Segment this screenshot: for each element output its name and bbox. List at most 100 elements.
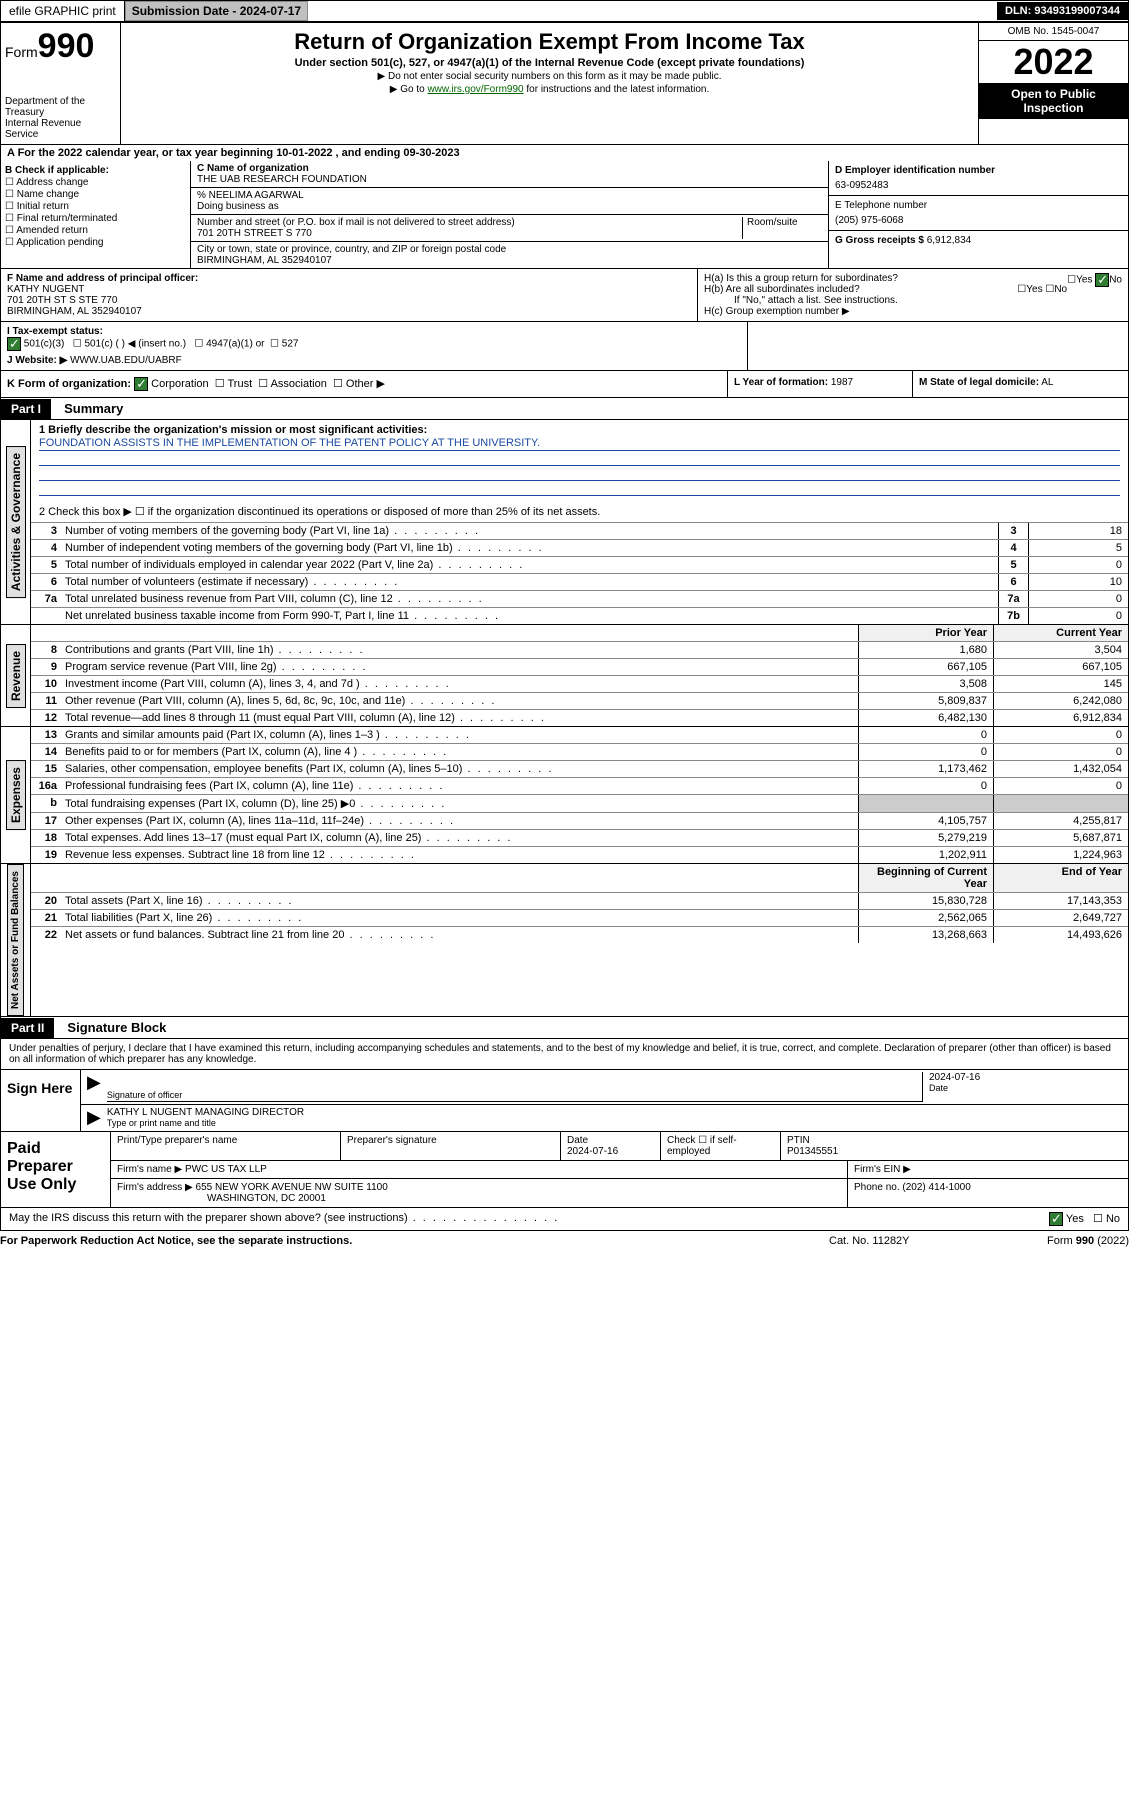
irs-link[interactable]: www.irs.gov/Form990 xyxy=(427,84,523,95)
chk-final[interactable]: ☐ Final return/terminated xyxy=(5,213,186,224)
firm-phone: (202) 414-1000 xyxy=(902,1182,970,1193)
k-label: K Form of organization: xyxy=(7,378,131,390)
form-number-block: Form990 Department of the Treasury Inter… xyxy=(1,23,121,144)
vtab-revenue: Revenue xyxy=(6,644,26,708)
spacer xyxy=(308,8,997,14)
cat-no: Cat. No. 11282Y xyxy=(829,1235,979,1247)
chk-name[interactable]: ☐ Name change xyxy=(5,189,186,200)
part2-label: Part II xyxy=(1,1018,54,1038)
mission-text: FOUNDATION ASSISTS IN THE IMPLEMENTATION… xyxy=(39,437,1120,451)
table-row: 17Other expenses (Part IX, column (A), l… xyxy=(31,813,1128,830)
ptin: P01345551 xyxy=(787,1146,838,1157)
omb-year-block: OMB No. 1545-0047 2022 Open to Public In… xyxy=(978,23,1128,144)
prep-selfemp: Check ☐ if self-employed xyxy=(661,1132,781,1160)
prep-sig-h: Preparer's signature xyxy=(341,1132,561,1160)
chk-501c3[interactable] xyxy=(7,337,21,351)
care-of: % NEELIMA AGARWAL xyxy=(197,190,822,201)
domicile: AL xyxy=(1041,377,1053,388)
checkbox-column: B Check if applicable: ☐ Address change … xyxy=(1,161,191,268)
table-row: 18Total expenses. Add lines 13–17 (must … xyxy=(31,830,1128,847)
note-ssn: ▶ Do not enter social security numbers o… xyxy=(127,71,972,82)
j-label: J Website: ▶ xyxy=(7,355,67,366)
arrow-icon: ▶ xyxy=(87,1072,107,1102)
table-row: 5Total number of individuals employed in… xyxy=(31,557,1128,574)
chk-corp[interactable] xyxy=(134,377,148,391)
discuss-yes-check[interactable] xyxy=(1049,1212,1063,1226)
table-row: bTotal fundraising expenses (Part IX, co… xyxy=(31,795,1128,813)
sign-here-label: Sign Here xyxy=(1,1070,81,1131)
ein: 63-0952483 xyxy=(835,180,1122,191)
ha-no-check[interactable] xyxy=(1095,273,1109,287)
submission-date-button[interactable]: Submission Date - 2024-07-17 xyxy=(125,1,308,21)
declaration: Under penalties of perjury, I declare th… xyxy=(1,1039,1128,1069)
table-row: 12Total revenue—add lines 8 through 11 (… xyxy=(31,710,1128,726)
table-row: 20Total assets (Part X, line 16)15,830,7… xyxy=(31,893,1128,910)
vtab-expenses: Expenses xyxy=(6,760,26,830)
sig-officer-label: Signature of officer xyxy=(107,1090,182,1100)
k-block: K Form of organization: Corporation ☐ Tr… xyxy=(1,371,728,397)
h-block: H(a) Is this a group return for subordin… xyxy=(698,269,1128,321)
hc-label: H(c) Group exemption number ▶ xyxy=(704,306,1122,317)
year-formation: 1987 xyxy=(831,377,853,388)
i-label: I Tax-exempt status: xyxy=(7,326,103,337)
officer-name: KATHY NUGENT xyxy=(7,284,691,295)
table-row: 19Revenue less expenses. Subtract line 1… xyxy=(31,847,1128,863)
chk-amended[interactable]: ☐ Amended return xyxy=(5,225,186,236)
tax-year-range: A For the 2022 calendar year, or tax yea… xyxy=(0,145,1129,161)
expenses-block: Expenses 13Grants and similar amounts pa… xyxy=(0,727,1129,864)
gross-receipts: 6,912,834 xyxy=(927,235,972,246)
chk-pending[interactable]: ☐ Application pending xyxy=(5,237,186,248)
mission-block: 1 Briefly describe the organization's mi… xyxy=(31,420,1128,501)
tax-year: 2022 xyxy=(979,41,1128,83)
form-prefix: Form xyxy=(5,44,38,60)
table-row: 14Benefits paid to or for members (Part … xyxy=(31,744,1128,761)
arrow-icon: ▶ xyxy=(87,1107,107,1129)
table-row: 10Investment income (Part VIII, column (… xyxy=(31,676,1128,693)
ein-phone-column: D Employer identification number 63-0952… xyxy=(828,161,1128,268)
table-row: 9Program service revenue (Part VIII, lin… xyxy=(31,659,1128,676)
table-row: 6Total number of volunteers (estimate if… xyxy=(31,574,1128,591)
part1-title: Summary xyxy=(54,398,133,419)
city-label: City or town, state or province, country… xyxy=(197,244,822,255)
org-name: THE UAB RESEARCH FOUNDATION xyxy=(197,174,822,185)
officer-addr2: BIRMINGHAM, AL 352940107 xyxy=(7,306,691,317)
netassets-block: Net Assets or Fund Balances Beginning of… xyxy=(0,864,1129,1017)
ha-label: H(a) Is this a group return for subordin… xyxy=(704,273,898,284)
table-row: 7aTotal unrelated business revenue from … xyxy=(31,591,1128,608)
prep-date: 2024-07-16 xyxy=(567,1146,618,1157)
omb-number: OMB No. 1545-0047 xyxy=(979,23,1128,41)
tax-status-row: I Tax-exempt status: 501(c)(3) ☐ 501(c) … xyxy=(0,322,1129,371)
table-row: 13Grants and similar amounts paid (Part … xyxy=(31,727,1128,744)
mission-label: 1 Briefly describe the organization's mi… xyxy=(39,424,1120,436)
form-header: Form990 Department of the Treasury Inter… xyxy=(0,22,1129,145)
governance-block: Activities & Governance 1 Briefly descri… xyxy=(0,420,1129,625)
col-headers-rev: Prior Year Current Year xyxy=(31,625,1128,642)
open-inspection: Open to Public Inspection xyxy=(979,83,1128,119)
table-row: 21Total liabilities (Part X, line 26)2,5… xyxy=(31,910,1128,927)
part1-label: Part I xyxy=(1,399,51,419)
preparer-label: Paid Preparer Use Only xyxy=(1,1132,111,1207)
col-headers-net: Beginning of Current Year End of Year xyxy=(31,864,1128,893)
revenue-block: Revenue Prior Year Current Year 8Contrib… xyxy=(0,625,1129,727)
discuss-text: May the IRS discuss this return with the… xyxy=(9,1212,559,1226)
prep-name-h: Print/Type preparer's name xyxy=(111,1132,341,1160)
vtab-governance: Activities & Governance xyxy=(6,446,26,598)
officer-group-row: F Name and address of principal officer:… xyxy=(0,269,1129,322)
chk-address[interactable]: ☐ Address change xyxy=(5,177,186,188)
sig-date-label: Date xyxy=(929,1083,948,1093)
chk-initial[interactable]: ☐ Initial return xyxy=(5,201,186,212)
form-org-row: K Form of organization: Corporation ☐ Tr… xyxy=(0,371,1129,398)
department-label: Department of the Treasury Internal Reve… xyxy=(5,96,116,140)
paperwork-notice: For Paperwork Reduction Act Notice, see … xyxy=(0,1235,829,1247)
efile-label: efile GRAPHIC print xyxy=(1,1,125,21)
note-link: ▶ Go to www.irs.gov/Form990 for instruct… xyxy=(127,84,972,95)
i-block: I Tax-exempt status: 501(c)(3) ☐ 501(c) … xyxy=(1,322,748,370)
table-row: 3Number of voting members of the governi… xyxy=(31,523,1128,540)
l-label: L Year of formation: xyxy=(734,377,828,388)
city: BIRMINGHAM, AL 352940107 xyxy=(197,255,822,266)
b-label: B Check if applicable: xyxy=(5,165,186,176)
table-row: 11Other revenue (Part VIII, column (A), … xyxy=(31,693,1128,710)
street: 701 20TH STREET S 770 xyxy=(197,228,742,239)
firm-addr1: 655 NEW YORK AVENUE NW SUITE 1100 xyxy=(196,1182,388,1193)
form-ref: Form 990 (2022) xyxy=(979,1235,1129,1247)
